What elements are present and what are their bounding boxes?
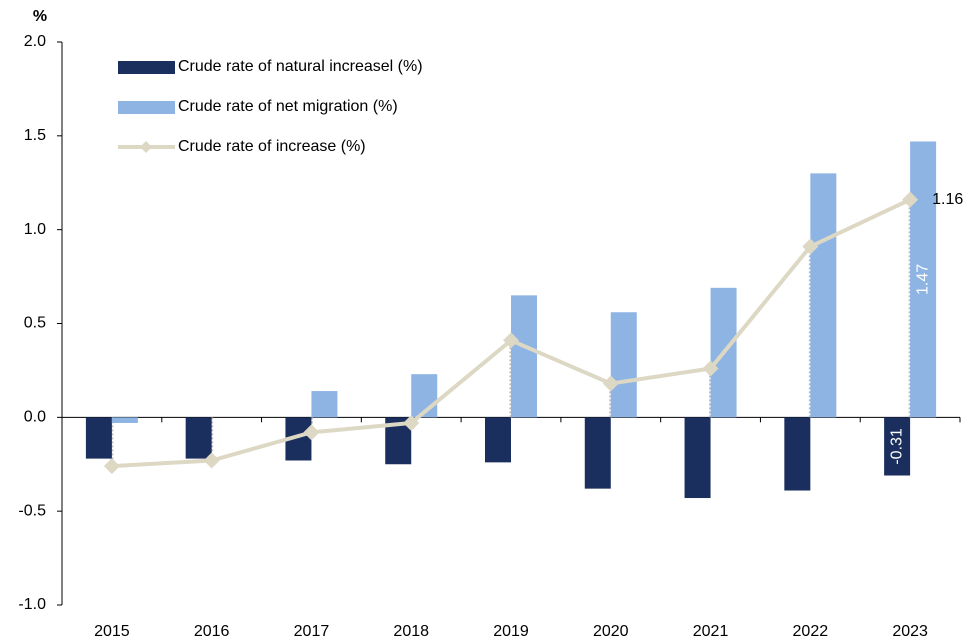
data-label: 1.47 xyxy=(914,264,931,295)
legend-label: Crude rate of increase (%) xyxy=(178,138,366,155)
bar xyxy=(185,417,212,459)
marker xyxy=(303,424,320,441)
marker xyxy=(802,238,819,255)
x-tick-label: 2018 xyxy=(393,623,429,640)
legend-swatch xyxy=(118,61,175,74)
bar xyxy=(884,417,911,476)
x-tick-label: 2021 xyxy=(693,623,729,640)
bar xyxy=(511,295,537,418)
y-tick-label: -0.5 xyxy=(18,502,46,519)
legend-marker xyxy=(140,141,152,153)
x-tick-label: 2022 xyxy=(793,623,829,640)
y-tick-label: 1.0 xyxy=(24,221,46,238)
y-tick-label: 1.5 xyxy=(24,127,46,144)
marker xyxy=(902,191,919,208)
bar xyxy=(810,173,837,418)
bar xyxy=(910,141,937,418)
x-tick-label: 2016 xyxy=(194,623,230,640)
y-axis-label: % xyxy=(33,8,47,25)
marker xyxy=(203,452,220,469)
y-tick-label: 0.5 xyxy=(24,315,46,332)
y-tick-label: -1.0 xyxy=(18,596,46,613)
bar xyxy=(684,417,711,499)
bar xyxy=(311,391,338,418)
legend-label: Crude rate of natural increasel (%) xyxy=(178,58,423,75)
marker xyxy=(103,458,120,475)
legend-label: Crude rate of net migration (%) xyxy=(178,98,398,115)
legend-swatch xyxy=(118,101,175,114)
y-tick-label: 0.0 xyxy=(24,409,46,426)
x-tick-label: 2019 xyxy=(493,623,529,640)
marker xyxy=(602,375,619,392)
data-label: 1.16 xyxy=(932,191,963,208)
x-tick-label: 2015 xyxy=(94,623,130,640)
bar xyxy=(485,417,511,463)
marker xyxy=(503,332,519,349)
x-tick-label: 2020 xyxy=(593,623,629,640)
data-label: -0.31 xyxy=(888,428,905,465)
x-tick-label: 2023 xyxy=(892,623,928,640)
marker xyxy=(702,360,719,377)
x-tick-label: 2017 xyxy=(294,623,330,640)
bar xyxy=(111,417,138,423)
bar xyxy=(584,417,611,489)
y-tick-label: 2.0 xyxy=(24,33,46,50)
bar xyxy=(85,417,112,459)
bar xyxy=(784,417,811,491)
bar xyxy=(610,312,637,418)
marker xyxy=(403,414,420,431)
